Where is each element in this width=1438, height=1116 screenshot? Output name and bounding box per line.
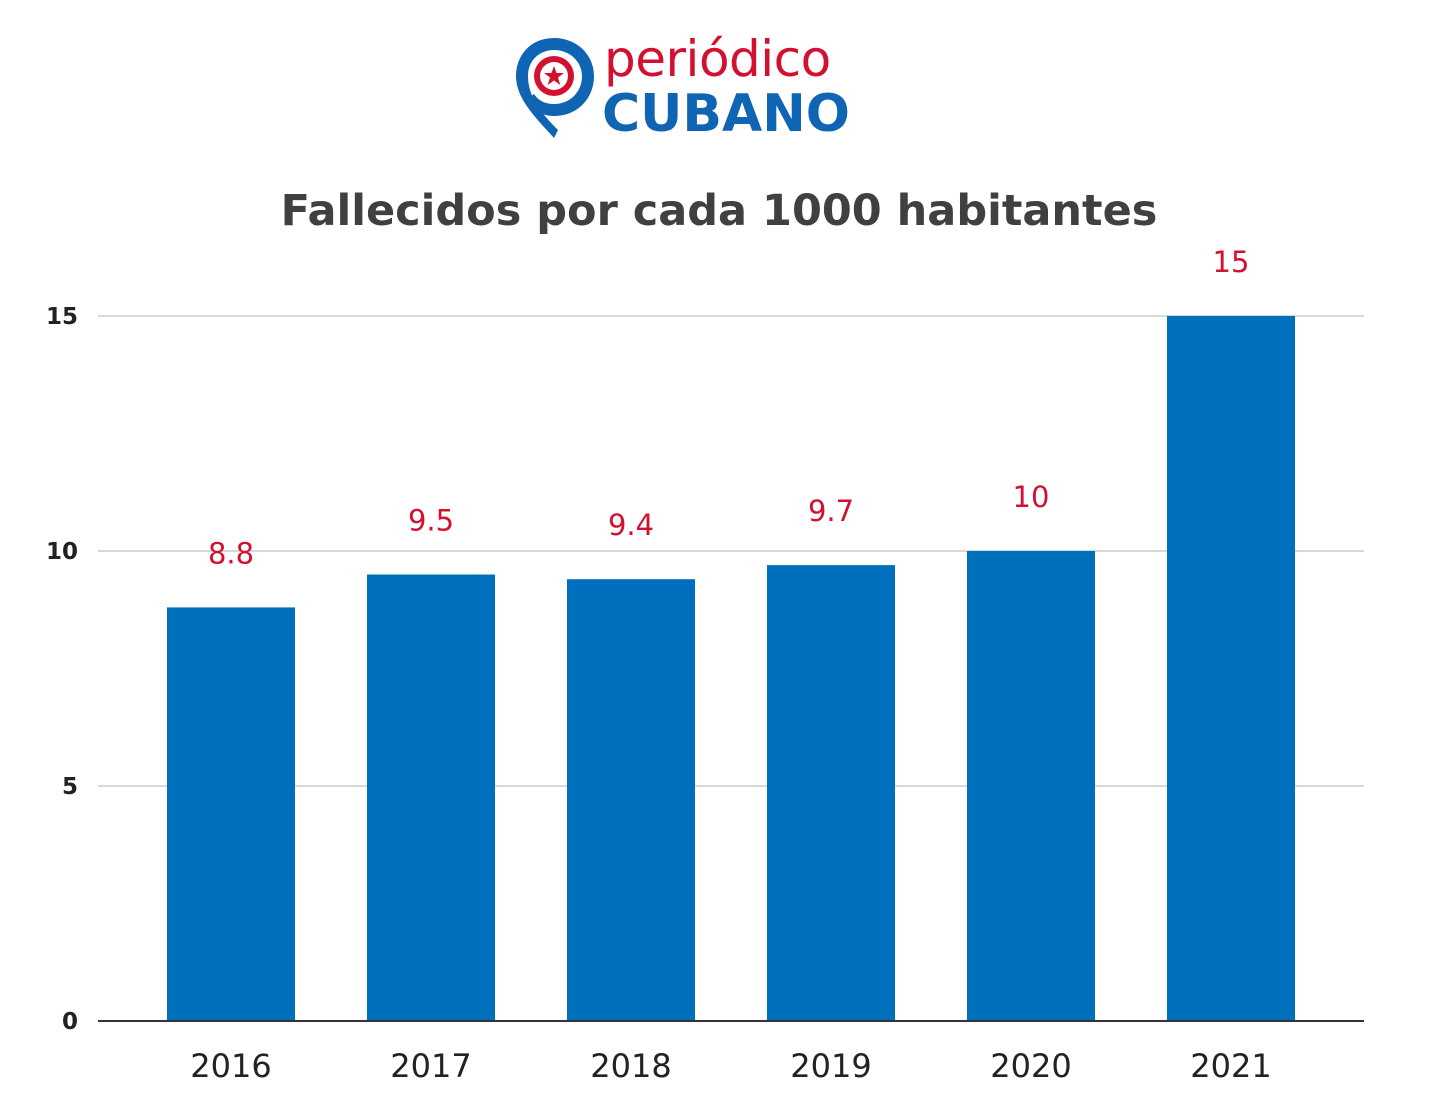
data-label: 8.8 — [208, 536, 254, 570]
bar — [167, 607, 295, 1021]
bar — [967, 551, 1095, 1021]
x-tick-label: 2020 — [990, 1047, 1071, 1085]
bars — [167, 316, 1295, 1021]
logo-text-cubano: CUBANO — [602, 84, 850, 144]
y-tick-label: 0 — [62, 1009, 78, 1035]
bar — [1167, 316, 1295, 1021]
x-tick-label: 2016 — [190, 1047, 271, 1085]
gridlines — [98, 315, 1364, 787]
y-tick-label: 10 — [46, 539, 78, 565]
bar — [567, 579, 695, 1021]
x-tick-label: 2021 — [1190, 1047, 1271, 1085]
data-labels: 8.8 9.5 9.4 9.7 10 15 — [208, 245, 1250, 570]
data-label: 15 — [1213, 245, 1250, 279]
y-axis-ticks: 0 5 10 15 — [46, 304, 78, 1035]
bar — [367, 574, 495, 1021]
map-pin-star-icon — [516, 38, 594, 138]
y-tick-label: 15 — [46, 304, 78, 330]
bar — [767, 565, 895, 1021]
y-tick-label: 5 — [62, 774, 78, 800]
logo-text-periodico: periódico — [604, 30, 831, 88]
data-label: 10 — [1013, 480, 1050, 514]
x-tick-label: 2018 — [590, 1047, 671, 1085]
x-axis-ticks: 2016 2017 2018 2019 2020 2021 — [190, 1047, 1271, 1085]
x-tick-label: 2019 — [790, 1047, 871, 1085]
chart-title: Fallecidos por cada 1000 habitantes — [280, 186, 1158, 236]
periodico-cubano-logo: periódico CUBANO — [512, 30, 892, 144]
data-label: 9.7 — [808, 494, 854, 528]
x-tick-label: 2017 — [390, 1047, 471, 1085]
data-label: 9.4 — [608, 508, 654, 542]
data-label: 9.5 — [408, 504, 454, 538]
